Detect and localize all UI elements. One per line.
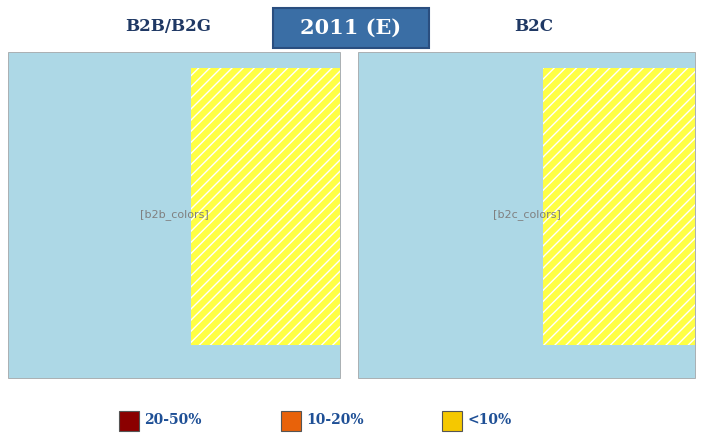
Bar [191, 68, 340, 346]
Text: 2011 (E): 2011 (E) [300, 18, 402, 38]
Bar [442, 411, 462, 431]
Text: B2B/B2G: B2B/B2G [126, 18, 211, 35]
Text: [b2c_colors]: [b2c_colors] [493, 210, 560, 221]
Bar [543, 68, 695, 346]
Bar [119, 411, 139, 431]
Bar [8, 52, 340, 378]
Text: <10%: <10% [468, 413, 512, 427]
FancyBboxPatch shape [273, 8, 429, 48]
Text: B2C: B2C [514, 18, 553, 35]
Text: 10-20%: 10-20% [306, 413, 364, 427]
Bar [358, 52, 695, 378]
Text: 20-50%: 20-50% [145, 413, 202, 427]
Bar [281, 411, 300, 431]
Text: [b2b_colors]: [b2b_colors] [140, 210, 208, 221]
